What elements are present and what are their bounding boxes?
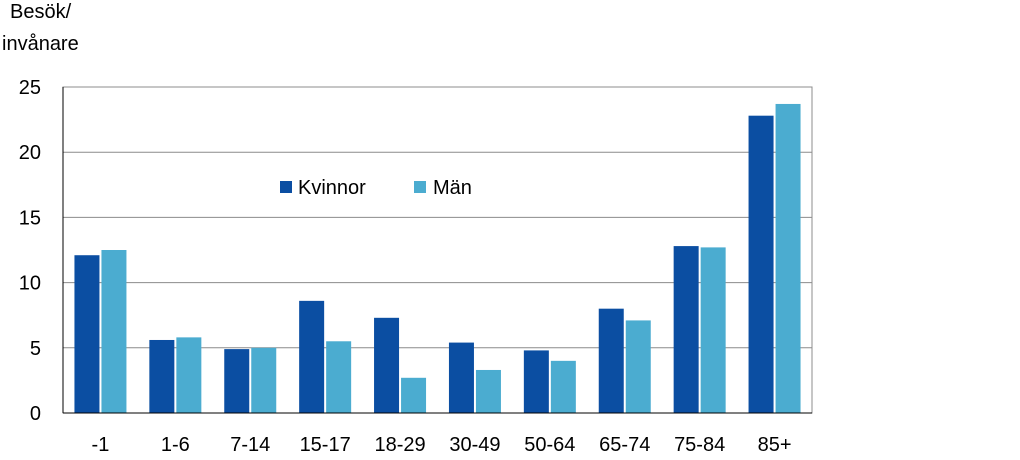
legend: Kvinnor Män — [280, 177, 472, 199]
x-tick-label-30-49: 30-49 — [449, 434, 500, 456]
bar-män-7-14 — [251, 347, 277, 413]
x-tick-labels: -1 1-6 7-14 15-17 18-29 30-49 50-64 65-74 75-84 8… — [92, 434, 792, 456]
bar-kvinnor-30-49 — [448, 342, 474, 413]
y-axis-title-line-1: Besök/ — [10, 1, 72, 23]
y-tick-label-0: 0 — [30, 403, 41, 425]
bar-män-1-6 — [176, 337, 202, 413]
bar-kvinnor-15-17 — [299, 300, 325, 413]
x-tick-label-1-6: 1-6 — [161, 434, 190, 456]
y-tick-label-25: 25 — [19, 77, 41, 99]
bar-män-50-64 — [550, 360, 576, 413]
legend-swatch-kvinnor — [280, 181, 292, 193]
y-tick-label-10: 10 — [19, 273, 41, 295]
gridlines — [63, 86, 812, 349]
y-axis-title: Besök/ invånare — [2, 1, 79, 55]
bar-kvinnor-65-74 — [598, 308, 624, 413]
y-tick-label-5: 5 — [30, 338, 41, 360]
bar-män-30-49 — [475, 369, 501, 413]
bar-kvinnor-50-64 — [523, 350, 549, 413]
x-tick-label-15-17: 15-17 — [300, 434, 351, 456]
x-tick-label-65-74: 65-74 — [599, 434, 650, 456]
x-tick-label-7-14: 7-14 — [230, 434, 270, 456]
x-tick-label-50-64: 50-64 — [524, 434, 575, 456]
x-tick-label-85+: 85+ — [758, 434, 792, 456]
bar-män-75-84 — [700, 247, 726, 413]
bars — [74, 103, 801, 414]
bar-män-65-74 — [625, 320, 651, 413]
axes — [62, 86, 813, 414]
x-tick-label-75-84: 75-84 — [674, 434, 725, 456]
y-axis-title-line-2: invånare — [2, 33, 79, 55]
y-tick-labels: 0 5 10 15 20 25 — [19, 77, 41, 425]
bar-män--1 — [101, 250, 127, 413]
legend-swatch-man — [414, 181, 426, 193]
bar-män-15-17 — [326, 341, 352, 413]
bar-kvinnor-18-29 — [374, 317, 400, 413]
legend-label-man: Män — [433, 177, 472, 199]
x-tick-label--1: -1 — [92, 434, 110, 456]
bar-kvinnor-1-6 — [149, 339, 175, 413]
bar-kvinnor-7-14 — [224, 349, 250, 413]
y-tick-label-15: 15 — [19, 207, 41, 229]
y-tick-label-20: 20 — [19, 142, 41, 164]
bar-kvinnor-75-84 — [673, 246, 699, 413]
bar-kvinnor-85+ — [748, 115, 774, 414]
bar-kvinnor--1 — [74, 255, 100, 413]
bar-män-85+ — [775, 103, 801, 414]
plot-area-frame — [62, 86, 813, 414]
x-tick-label-18-29: 18-29 — [374, 434, 425, 456]
bar-män-18-29 — [401, 377, 427, 413]
legend-label-kvinnor: Kvinnor — [298, 177, 366, 199]
